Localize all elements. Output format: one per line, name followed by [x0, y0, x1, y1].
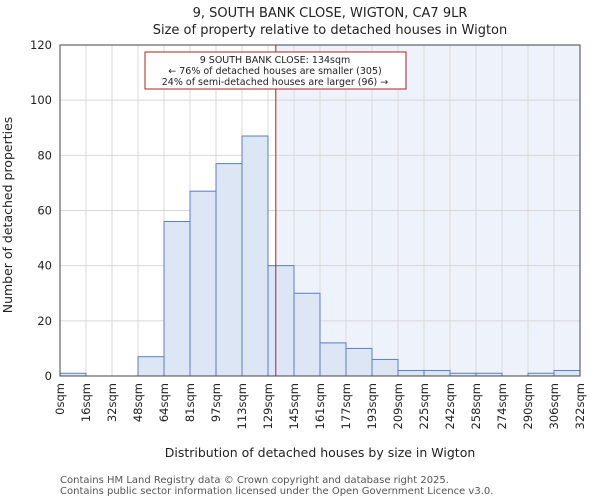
bar	[163, 221, 191, 377]
annotation-line-2: ← 76% of detached houses are smaller (30…	[168, 66, 381, 77]
chart-title: 9, SOUTH BANK CLOSE, WIGTON, CA7 9LR	[193, 6, 468, 21]
bar	[553, 369, 581, 377]
plot-frame	[59, 44, 581, 377]
plot-area: 0 20 40 60 80 100 120 0sqm 16sqm 32sqm 48sqm 64sqm 8…	[30, 38, 587, 429]
bar	[345, 347, 373, 377]
y-tick-label: 60	[37, 204, 52, 218]
y-tick-label: 0	[45, 369, 52, 383]
bar	[397, 369, 425, 377]
x-tick-label: 193sqm	[365, 383, 379, 429]
bar	[189, 190, 217, 377]
x-tick-label: 48sqm	[131, 383, 145, 422]
x-tick-label: 32sqm	[105, 383, 119, 422]
bar	[319, 342, 347, 377]
bar	[371, 358, 399, 377]
x-tick-label: 258sqm	[469, 383, 483, 429]
x-tick-label: 242sqm	[443, 383, 457, 429]
bar	[423, 369, 451, 377]
x-tick-label: 306sqm	[547, 383, 561, 429]
chart-subtitle: Size of property relative to detached ho…	[153, 23, 508, 38]
bar	[241, 135, 269, 377]
footer-line-1: Contains HM Land Registry data © Crown c…	[60, 475, 449, 486]
annotation-line-1: 9 SOUTH BANK CLOSE: 134sqm	[200, 55, 351, 66]
x-tick-label: 209sqm	[391, 383, 405, 429]
x-tick-label: 129sqm	[261, 383, 275, 429]
marker-annotation: 9 SOUTH BANK CLOSE: 134sqm ← 76% of deta…	[144, 51, 407, 90]
annotation-box	[144, 51, 407, 90]
x-tick-label: 322sqm	[573, 383, 587, 429]
bar	[137, 356, 165, 377]
x-tick-label: 16sqm	[79, 383, 93, 422]
bar	[293, 292, 321, 377]
x-tick-label: 274sqm	[495, 383, 509, 429]
x-tick-label: 113sqm	[235, 383, 249, 429]
annotation-line-3: 24% of semi-detached houses are larger (…	[162, 77, 389, 88]
x-tick-label: 81sqm	[183, 383, 197, 422]
x-tick-label: 161sqm	[313, 383, 327, 429]
x-tick-label: 0sqm	[53, 383, 67, 415]
y-axis-label: Number of detached properties	[0, 117, 15, 314]
footer-line-2: Contains public sector information licen…	[60, 486, 493, 497]
x-tick-label: 97sqm	[209, 383, 223, 422]
x-tick-label: 64sqm	[157, 383, 171, 422]
x-tick-label: 225sqm	[417, 383, 431, 429]
x-tick-label: 290sqm	[521, 383, 535, 429]
bar	[267, 265, 295, 377]
y-tick-label: 40	[37, 259, 52, 273]
y-tick-label: 80	[37, 148, 52, 162]
y-tick-label: 20	[37, 314, 52, 328]
x-tick-label: 177sqm	[339, 383, 353, 429]
x-axis-label: Distribution of detached houses by size …	[165, 445, 476, 460]
bar	[215, 163, 243, 377]
y-tick-label: 100	[30, 93, 52, 107]
y-tick-label: 120	[30, 38, 52, 52]
x-tick-label: 145sqm	[287, 383, 301, 429]
